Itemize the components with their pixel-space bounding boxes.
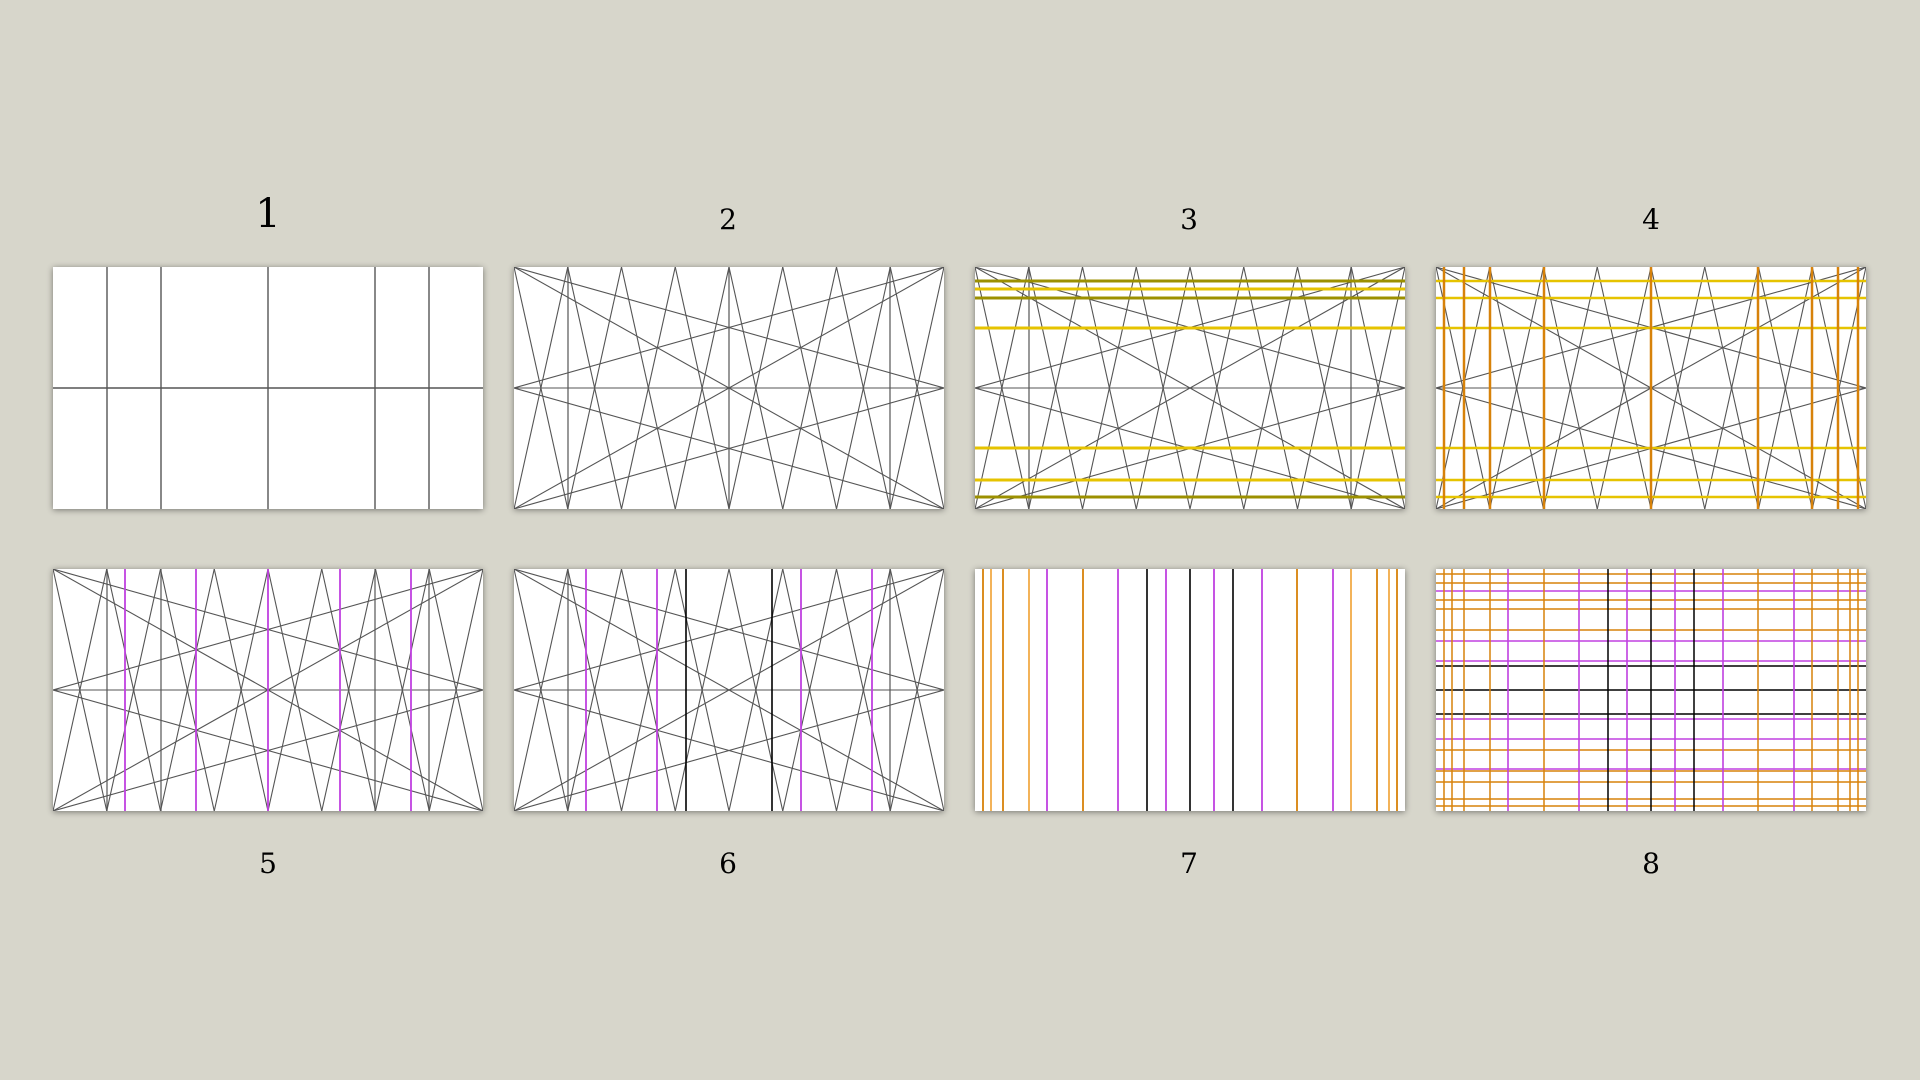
panel-8-label: 8	[1642, 847, 1660, 880]
panel-3-grid	[975, 267, 1405, 509]
panel-8-grid	[1436, 569, 1866, 811]
panel-2-label: 2	[719, 203, 737, 236]
panel-2-grid	[514, 267, 944, 509]
panel-3-label: 3	[1180, 203, 1198, 236]
panel-1-label: 1	[255, 191, 281, 237]
diagonal-line	[514, 267, 944, 389]
panel-6-grid	[514, 569, 944, 811]
panel-5-grid	[53, 569, 483, 811]
panel-4-label: 4	[1642, 203, 1660, 236]
panel-6-label: 6	[719, 847, 737, 880]
panel-7-label: 7	[1180, 847, 1198, 880]
panel-5-label: 5	[259, 847, 277, 880]
panel-4-grid	[1436, 267, 1866, 509]
diagonal-line	[514, 387, 944, 509]
panel-1-grid	[53, 267, 483, 509]
panel-7-grid	[975, 569, 1405, 811]
